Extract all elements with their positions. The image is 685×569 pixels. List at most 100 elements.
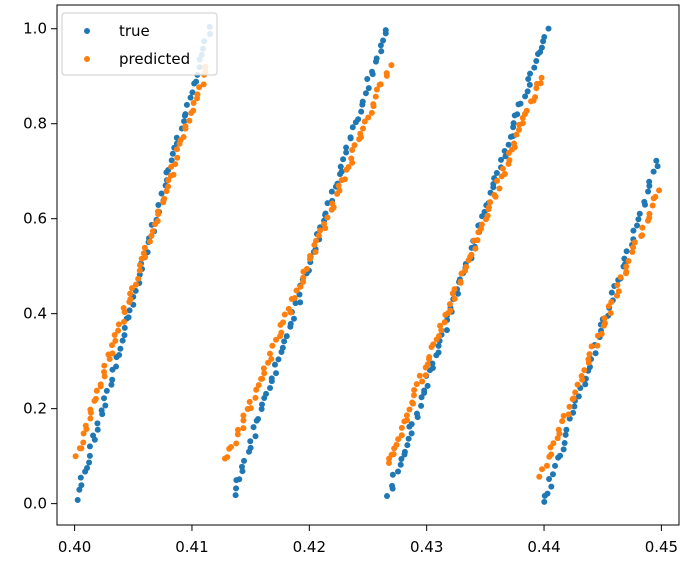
y-tick-label: 1.0 [23, 20, 47, 38]
point-true-0-26 [121, 332, 128, 339]
point-predicted-2-72 [516, 126, 523, 133]
point-predicted-3-42 [629, 249, 636, 255]
point-predicted-2-38 [451, 286, 458, 293]
point-predicted-2-66 [506, 157, 513, 164]
point-predicted-1-73 [372, 93, 379, 100]
point-true-0-23 [116, 351, 123, 358]
point-predicted-1-66 [357, 130, 364, 137]
point-true-0-19 [109, 376, 116, 383]
point-true-3-9 [560, 446, 567, 453]
point-predicted-3-23 [586, 351, 593, 358]
point-predicted-2-70 [511, 140, 518, 147]
point-true-3-10 [561, 440, 568, 447]
point-true-3-0 [541, 498, 548, 505]
point-true-1-29 [287, 320, 294, 327]
point-predicted-0-50 [163, 188, 170, 195]
point-predicted-1-72 [370, 101, 377, 108]
point-predicted-3-40 [623, 263, 630, 270]
point-true-3-4 [546, 476, 553, 483]
point-predicted-0-43 [149, 228, 156, 235]
point-true-3-45 [635, 216, 642, 223]
point-true-1-15 [259, 401, 266, 408]
point-true-0-15 [102, 402, 109, 409]
point-predicted-2-34 [447, 307, 454, 314]
point-predicted-0-17 [101, 362, 108, 369]
point-predicted-3-19 [578, 373, 585, 379]
point-true-1-8 [247, 444, 254, 451]
point-predicted-3-33 [608, 299, 615, 306]
point-true-0-66 [193, 78, 200, 85]
y-tick-label: 0.6 [23, 210, 47, 228]
point-true-0-3 [77, 474, 84, 481]
point-predicted-2-59 [491, 191, 498, 198]
point-true-0-11 [94, 426, 101, 433]
point-true-0-1 [76, 486, 83, 493]
point-predicted-3-11 [560, 412, 567, 419]
point-predicted-1-24 [273, 336, 280, 343]
point-true-1-65 [358, 108, 365, 115]
point-true-1-56 [337, 163, 344, 170]
point-true-0-18 [108, 381, 115, 388]
point-true-0-7 [86, 452, 93, 459]
point-predicted-0-61 [180, 134, 187, 141]
point-predicted-0-23 [111, 331, 118, 338]
point-true-1-64 [355, 116, 362, 123]
point-true-0-10 [90, 432, 97, 439]
point-predicted-2-57 [487, 199, 494, 206]
point-predicted-2-22 [424, 361, 431, 368]
point-predicted-0-20 [109, 350, 116, 357]
point-predicted-2-30 [437, 322, 444, 329]
point-predicted-3-20 [581, 367, 588, 374]
point-true-1-0 [232, 492, 239, 499]
point-true-3-33 [608, 289, 615, 296]
point-predicted-3-39 [623, 268, 630, 275]
point-predicted-0-32 [128, 285, 135, 292]
point-predicted-1-5 [234, 431, 241, 438]
data-points [72, 23, 663, 505]
point-predicted-1-54 [336, 187, 343, 194]
point-predicted-0-66 [190, 107, 197, 114]
point-true-0-48 [158, 190, 165, 197]
point-predicted-1-49 [324, 214, 331, 221]
point-true-1-4 [239, 468, 246, 475]
point-predicted-2-74 [519, 120, 526, 127]
point-predicted-0-3 [80, 439, 87, 446]
point-predicted-0-51 [165, 183, 172, 190]
point-predicted-3-1 [539, 466, 546, 473]
point-predicted-1-18 [261, 370, 268, 377]
point-predicted-1-14 [253, 386, 260, 393]
point-predicted-3-36 [614, 282, 621, 289]
point-predicted-2-47 [472, 245, 479, 252]
point-predicted-1-62 [349, 146, 356, 153]
point-predicted-3-9 [555, 426, 562, 433]
point-predicted-0-26 [120, 318, 127, 325]
point-predicted-0-57 [174, 154, 181, 161]
point-predicted-3-6 [550, 440, 557, 447]
point-predicted-0-63 [182, 123, 189, 130]
point-predicted-0-11 [92, 395, 99, 402]
point-predicted-0-24 [115, 327, 122, 334]
point-true-3-6 [552, 462, 559, 469]
point-true-1-13 [255, 415, 262, 422]
point-true-1-17 [263, 390, 270, 397]
point-predicted-3-46 [639, 232, 646, 239]
point-predicted-1-55 [335, 182, 342, 189]
point-predicted-2-6 [395, 436, 402, 443]
point-predicted-0-31 [127, 290, 134, 297]
point-predicted-1-23 [269, 342, 276, 349]
point-predicted-0-54 [170, 171, 177, 178]
point-true-2-78 [533, 58, 540, 65]
point-predicted-2-18 [419, 378, 426, 385]
point-predicted-3-53 [652, 193, 659, 200]
point-true-0-30 [126, 307, 133, 314]
point-predicted-0-2 [78, 445, 85, 452]
point-predicted-3-0 [536, 473, 543, 480]
point-true-1-20 [268, 375, 275, 382]
point-true-1-22 [271, 361, 278, 368]
point-true-2-75 [525, 76, 532, 83]
point-predicted-1-37 [300, 274, 307, 281]
axis-ticks: 0.40 0.41 0.42 0.43 0.44 0.45 0.0 0.2 0.4 0.6 0.8 1… [23, 20, 678, 556]
point-true-1-62 [349, 124, 356, 131]
x-tick-label: 0.44 [527, 538, 560, 556]
point-true-1-26 [281, 338, 288, 345]
